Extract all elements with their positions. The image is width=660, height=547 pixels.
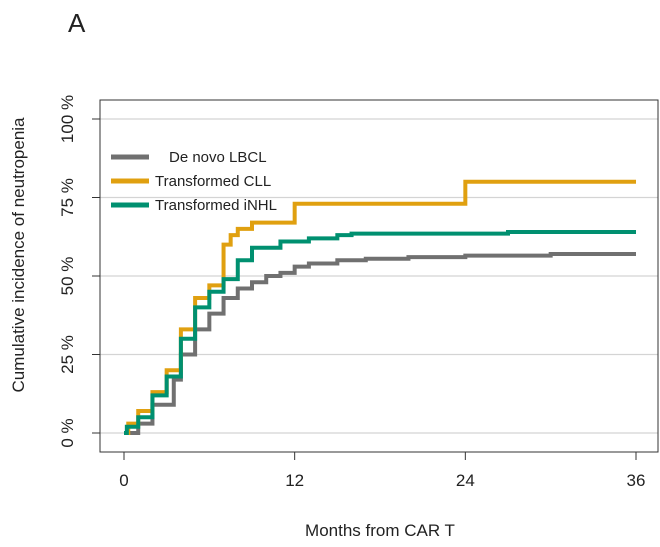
grid-lines xyxy=(100,118,658,434)
panel-label: A xyxy=(68,8,86,38)
legend: De novo LBCL Transformed CLL Transformed i… xyxy=(111,149,277,214)
series-group xyxy=(124,179,636,435)
x-axis: 0 12 24 36 xyxy=(119,452,645,490)
legend-label: Transformed CLL xyxy=(155,173,271,190)
x-tick-label: 12 xyxy=(285,471,304,490)
y-tick-label: 0 % xyxy=(58,418,77,447)
y-tick-label: 25 % xyxy=(58,335,77,374)
legend-label: De novo LBCL xyxy=(169,149,267,166)
series-line xyxy=(124,252,636,435)
y-axis: 0 % 25 % 50 % 75 % 100 % xyxy=(58,95,100,448)
y-axis-title: Cumulative incidence of neutropenia xyxy=(9,117,28,393)
y-tick-label: 50 % xyxy=(58,257,77,296)
legend-label: Transformed iNHL xyxy=(155,197,277,214)
x-tick-label: 24 xyxy=(456,471,475,490)
y-tick-label: 100 % xyxy=(58,95,77,143)
x-tick-label: 36 xyxy=(627,471,646,490)
series-line xyxy=(124,230,636,435)
x-axis-title: Months from CAR T xyxy=(305,521,455,540)
x-tick-label: 0 xyxy=(119,471,128,490)
y-tick-label: 75 % xyxy=(58,178,77,217)
